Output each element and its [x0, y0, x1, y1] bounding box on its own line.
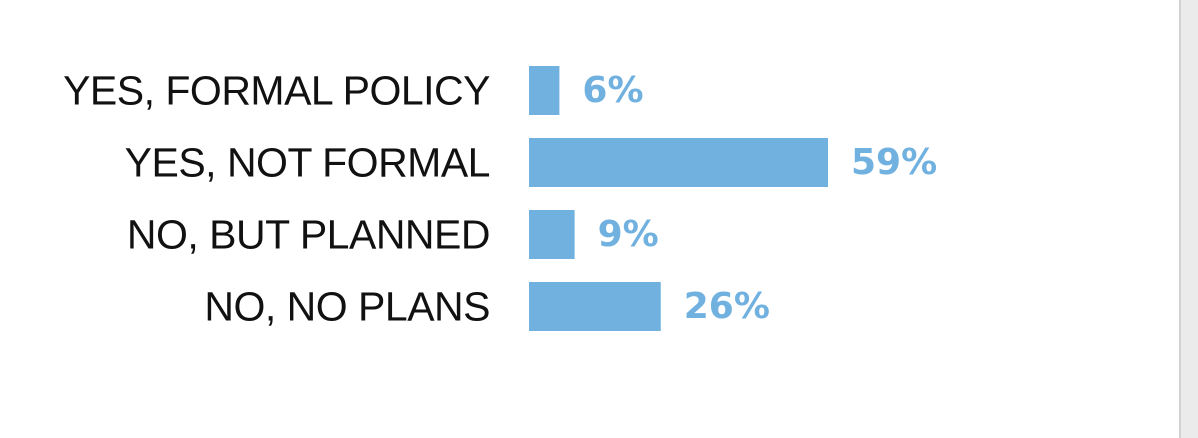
- bar: [529, 282, 661, 331]
- value-label: 9%: [598, 214, 659, 255]
- category-label: NO, BUT PLANNED: [127, 212, 490, 258]
- value-label: 59%: [851, 142, 937, 183]
- frame-edge: [1181, 0, 1198, 438]
- bar: [529, 138, 828, 187]
- category-label: YES, FORMAL POLICY: [63, 68, 490, 114]
- bar: [529, 210, 575, 259]
- category-label: YES, NOT FORMAL: [125, 140, 490, 186]
- value-label: 26%: [684, 286, 770, 327]
- bar: [529, 66, 560, 115]
- frame-edge-line: [1179, 0, 1181, 438]
- category-label: NO, NO PLANS: [204, 284, 490, 330]
- value-label: 6%: [582, 70, 643, 111]
